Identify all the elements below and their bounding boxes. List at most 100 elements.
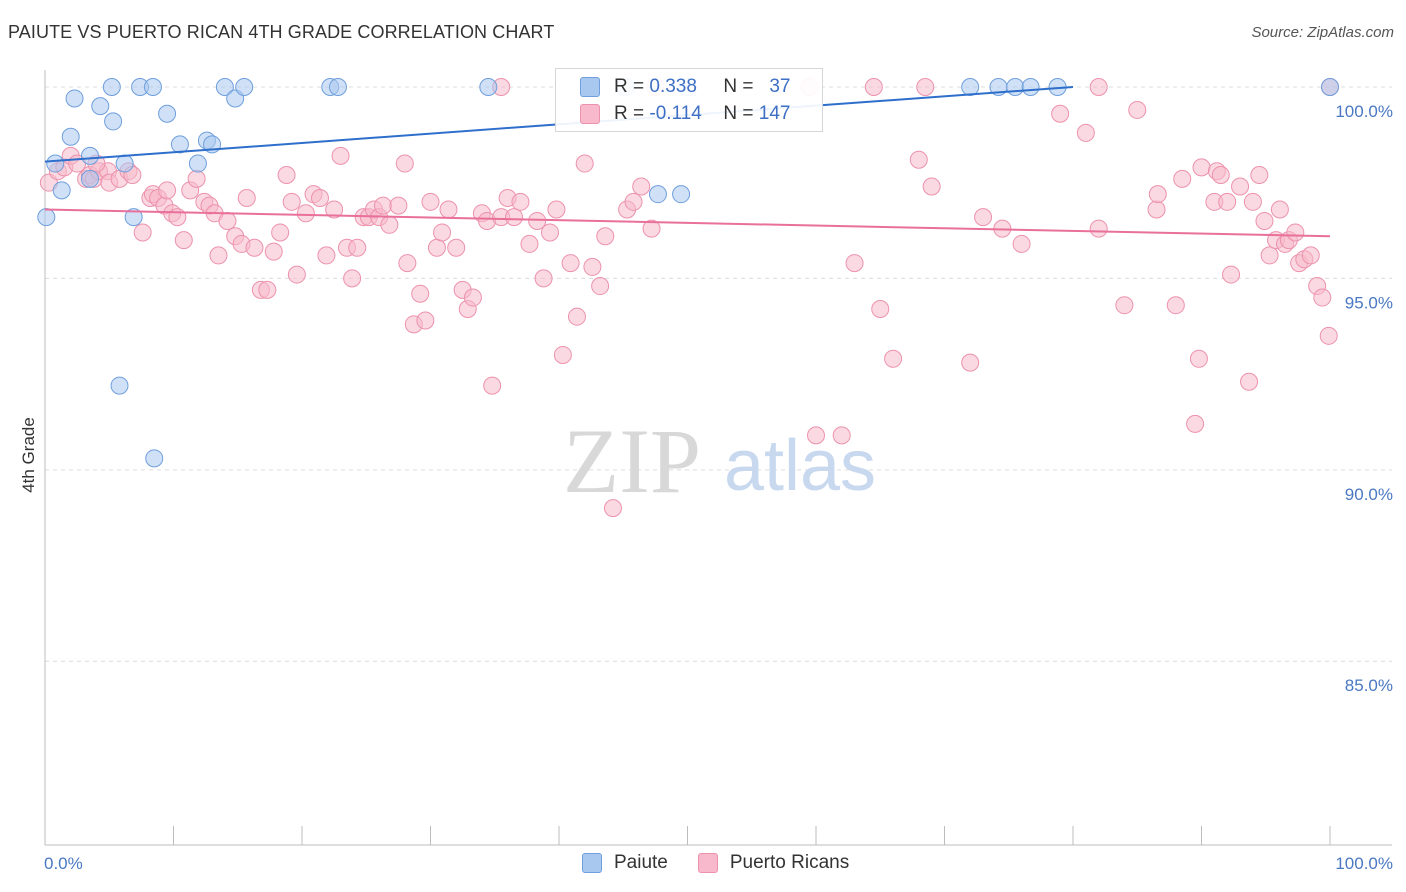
scatter-point: [187, 169, 206, 188]
legend-n-value: 147: [758, 103, 791, 124]
puerto-ricans-swatch: [697, 853, 718, 873]
x-tick-label-max: 100.0%: [1335, 854, 1393, 873]
scatter-point: [596, 227, 615, 246]
scatter-point: [296, 204, 315, 223]
scatter-point: [421, 192, 440, 211]
scatter-point: [1286, 223, 1305, 242]
scatter-point: [416, 311, 435, 330]
scatter-point: [389, 196, 408, 215]
scatter-point: [37, 208, 56, 227]
scatter-point: [505, 208, 524, 227]
scatter-point: [104, 112, 123, 131]
axes: [44, 70, 1392, 846]
puerto-ricans-swatch: [580, 104, 600, 124]
scatter-point: [1301, 246, 1320, 265]
legend-label-paiute: Paiute: [614, 852, 668, 873]
legend-item-paiute[interactable]: Paiute: [582, 852, 668, 874]
scatter-point: [1051, 104, 1070, 123]
scatter-point: [80, 169, 99, 188]
scatter-point: [115, 154, 134, 173]
scatter-point: [158, 104, 177, 123]
scatter-point: [317, 246, 336, 265]
scatter-point: [922, 177, 941, 196]
scatter-point: [1021, 77, 1040, 96]
scatter-point: [110, 376, 129, 395]
grid-lines: [45, 86, 1392, 662]
scatter-point: [174, 231, 193, 250]
scatter-point: [807, 426, 825, 445]
scatter-point: [1231, 177, 1250, 196]
scatter-point: [648, 185, 667, 204]
legend-n-label: N =: [723, 76, 754, 97]
scatter-point: [1250, 166, 1269, 185]
scatter-point: [547, 200, 566, 219]
scatter-point: [1243, 192, 1262, 211]
scatter-point: [237, 188, 256, 207]
scatter-point: [632, 177, 651, 196]
scatter-point: [1270, 200, 1289, 219]
scatter-point: [277, 166, 296, 185]
correlation-legend: R = 0.338 N = 37 R = -0.114 N = 147: [555, 68, 823, 132]
scatter-point: [479, 77, 498, 96]
scatter-point: [1313, 288, 1332, 307]
scatter-point: [591, 277, 610, 296]
scatter-point: [575, 154, 594, 173]
source-label: Source: ZipAtlas.com: [1251, 24, 1394, 41]
scatter-point: [561, 254, 580, 273]
tick-labels: 100.0% 95.0% 90.0% 85.0%: [1335, 102, 1393, 695]
scatter-point: [65, 89, 84, 108]
paiute-swatch: [582, 853, 602, 873]
scatter-point: [909, 150, 928, 169]
y-tick-label: 100.0%: [1335, 102, 1393, 121]
scatter-point: [672, 185, 691, 204]
scatter-point: [373, 196, 392, 215]
scatter-point: [642, 219, 661, 238]
scatter-point: [264, 242, 283, 261]
legend-n-value: 37: [769, 76, 791, 97]
scatter-point: [188, 154, 207, 173]
watermark-zip: ZIP: [563, 410, 701, 512]
scatter-point: [170, 135, 189, 154]
scatter-point: [1240, 372, 1259, 391]
scatter-point: [218, 211, 237, 230]
scatter-point: [271, 223, 290, 242]
scatter-point: [61, 127, 80, 146]
scatter-point: [1211, 166, 1230, 185]
scatter-point: [258, 280, 277, 299]
scatter-point: [145, 449, 164, 468]
series-legend: Paiute Puerto Ricans: [582, 852, 879, 874]
scatter-point: [1218, 192, 1237, 211]
scatter-point: [603, 499, 622, 518]
scatter-point: [1255, 211, 1274, 230]
scatter-point: [534, 269, 553, 288]
scatter-point: [235, 77, 254, 96]
scatter-point: [1192, 158, 1211, 177]
legend-row-puerto-ricans: R = -0.114 N = 147: [580, 102, 790, 126]
scatter-point: [541, 223, 560, 242]
scatter-point: [1321, 77, 1339, 96]
scatter-point: [1012, 234, 1031, 253]
scatter-point: [1186, 414, 1205, 433]
legend-n-label: N =: [723, 103, 754, 124]
scatter-point: [1189, 349, 1208, 368]
scatter-point: [483, 376, 502, 395]
scatter-point: [1173, 169, 1192, 188]
scatter-point: [567, 307, 586, 326]
y-tick-label: 85.0%: [1345, 676, 1393, 695]
scatter-point: [158, 181, 177, 200]
scatter-point: [395, 154, 414, 173]
scatter-point: [133, 223, 152, 242]
scatter-point: [143, 77, 162, 96]
scatter-point: [245, 238, 264, 257]
legend-label-puerto-ricans: Puerto Ricans: [729, 852, 850, 873]
legend-row-paiute: R = 0.338 N = 37: [580, 75, 790, 99]
scatter-point: [287, 265, 306, 284]
scatter-point: [832, 426, 851, 445]
scatter-point: [325, 200, 344, 219]
scatter-point: [328, 77, 347, 96]
scatter-point: [46, 154, 65, 173]
legend-item-puerto-ricans[interactable]: Puerto Ricans: [697, 852, 850, 874]
scatter-point: [433, 223, 452, 242]
scatter-point: [282, 192, 301, 211]
paiute-swatch: [580, 77, 600, 97]
